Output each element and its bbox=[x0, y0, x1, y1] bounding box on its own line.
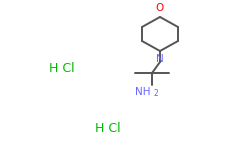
Text: H Cl: H Cl bbox=[49, 61, 75, 75]
Text: NH: NH bbox=[136, 87, 151, 97]
Text: H Cl: H Cl bbox=[95, 122, 121, 135]
Text: N: N bbox=[156, 54, 164, 64]
Text: 2: 2 bbox=[153, 89, 158, 98]
Text: O: O bbox=[156, 3, 164, 13]
